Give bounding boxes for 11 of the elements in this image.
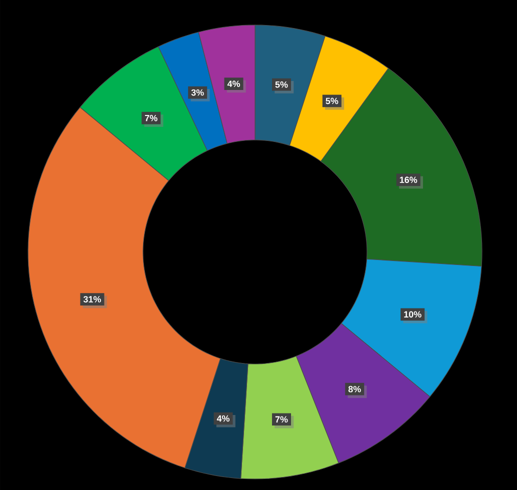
data-label: 5%	[326, 98, 338, 104]
data-label: 16%	[400, 176, 418, 184]
data-label: 7%	[145, 114, 158, 122]
data-label: 31%	[83, 296, 101, 302]
data-label: 5%	[275, 81, 288, 88]
data-label: 8%	[348, 386, 361, 392]
data-label: 10%	[404, 311, 422, 318]
data-label: 3%	[191, 89, 204, 96]
data-label: 7%	[275, 416, 288, 423]
data-label: 4%	[227, 80, 240, 87]
data-label: 4%	[216, 415, 230, 422]
